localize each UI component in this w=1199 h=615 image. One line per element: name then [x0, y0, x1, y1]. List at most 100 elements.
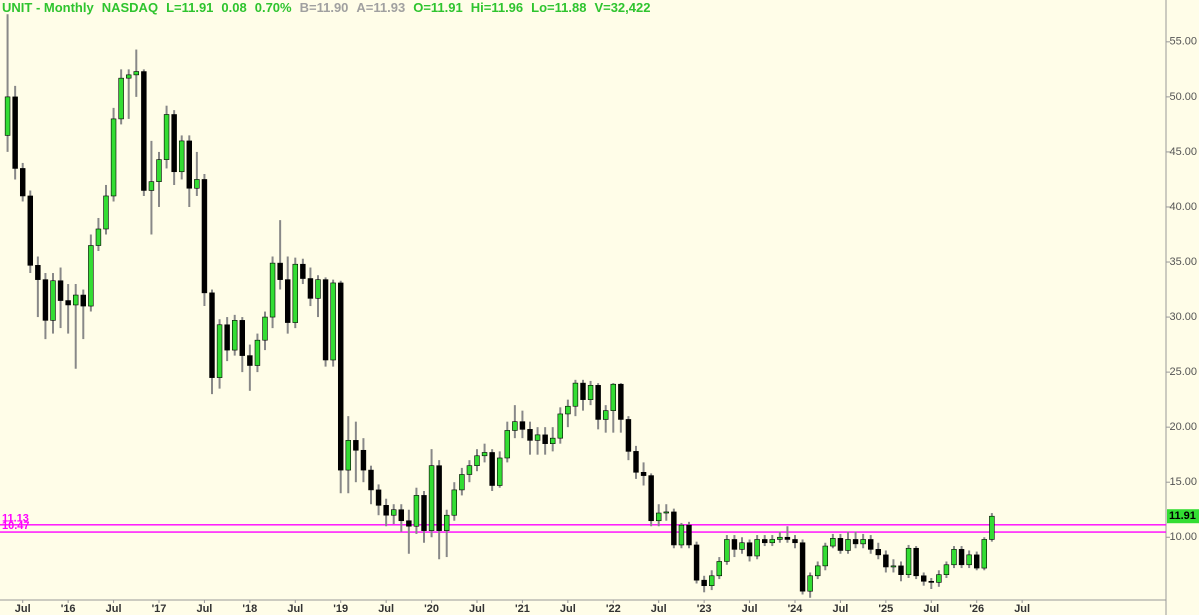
candle-body — [618, 383, 624, 420]
candle-body — [262, 316, 268, 341]
candle-body — [239, 320, 246, 356]
candle-body — [951, 549, 957, 566]
candle-body — [754, 539, 760, 557]
candle-body — [542, 434, 548, 444]
candle-body — [943, 564, 950, 575]
candle-body — [512, 421, 518, 431]
candle-body — [830, 538, 836, 547]
candle-body — [247, 355, 253, 366]
y-tick-label: 55.00 — [1169, 36, 1197, 48]
x-tick-label: '16 — [61, 603, 76, 615]
candle-body — [118, 77, 124, 120]
candle-body — [701, 579, 707, 586]
x-tick-label: Jul — [287, 603, 303, 615]
candle-body — [973, 554, 980, 569]
candle-body — [194, 179, 200, 189]
candle-body — [375, 489, 382, 506]
y-tick-label: 10.00 — [1169, 531, 1197, 543]
header-item: L=11.91 — [166, 0, 214, 15]
candle-body — [678, 524, 685, 546]
candle-body — [141, 71, 147, 191]
x-tick-label: '19 — [333, 603, 348, 615]
candle-body — [35, 265, 41, 280]
candle-body — [292, 263, 299, 323]
x-tick-label: Jul — [196, 603, 212, 615]
candle-body — [633, 451, 639, 473]
header-item: A=11.93 — [356, 0, 406, 15]
x-tick-label: '22 — [606, 603, 621, 615]
x-tick-label: '24 — [788, 603, 804, 615]
candle-body — [777, 536, 783, 540]
header-item: Hi=11.96 — [470, 0, 524, 15]
candle-body — [42, 279, 49, 321]
candle-body — [549, 437, 556, 444]
candle-body — [504, 430, 511, 459]
reference-label: 10.47 — [2, 520, 30, 532]
candle-body — [224, 324, 230, 351]
candle-body — [587, 385, 594, 400]
candle-body — [686, 524, 692, 546]
x-tick-label: '25 — [878, 603, 893, 615]
candle-body — [19, 168, 26, 197]
header-item: 0.08 — [221, 0, 247, 15]
x-tick-label: '21 — [515, 603, 530, 615]
candle-body — [928, 580, 935, 583]
candle-body — [693, 544, 700, 581]
candle-body — [171, 114, 177, 173]
candle-body — [822, 545, 829, 567]
candle-body — [534, 434, 541, 441]
candle-body — [519, 421, 526, 430]
candle-body — [913, 547, 919, 577]
candle-body — [390, 509, 397, 516]
x-tick-label: Jul — [469, 603, 485, 615]
x-tick-label: Jul — [560, 603, 576, 615]
x-tick-label: Jul — [1014, 603, 1030, 615]
x-tick-label: Jul — [923, 603, 939, 615]
candle-body — [406, 520, 412, 527]
candle-body — [27, 195, 34, 266]
x-tick-label: Jul — [742, 603, 758, 615]
candle-body — [489, 452, 495, 486]
candle-body — [784, 536, 791, 540]
x-tick-label: '26 — [969, 603, 984, 615]
header-item: UNIT - Monthly — [2, 0, 94, 15]
candle-body — [898, 565, 904, 575]
candle-body — [277, 262, 283, 280]
candle-body — [110, 118, 117, 197]
candle-body — [428, 465, 435, 531]
candle-body — [307, 278, 314, 299]
candle-body — [216, 324, 223, 378]
candle-body — [156, 159, 162, 182]
candle-body — [163, 114, 170, 160]
header-item: NASDAQ — [101, 0, 159, 15]
candle-body — [989, 515, 995, 540]
candle-body — [769, 539, 776, 544]
candle-body — [368, 469, 374, 491]
candle-body — [883, 554, 889, 568]
y-tick-label: 25.00 — [1169, 366, 1197, 378]
candle-body — [284, 279, 291, 323]
candle-body — [72, 294, 79, 306]
x-tick-label: '17 — [152, 603, 167, 615]
header-item: O=11.91 — [413, 0, 463, 15]
candle-body — [814, 565, 821, 577]
candle-body — [466, 465, 473, 475]
header-item: V=32,422 — [594, 0, 651, 15]
candle-body — [860, 539, 866, 545]
last-price-label: 11.91 — [1169, 510, 1196, 522]
candle-body — [936, 574, 942, 583]
candle-body — [209, 292, 215, 378]
candle-body — [451, 489, 458, 516]
candle-body — [716, 561, 723, 577]
candle-body — [383, 505, 389, 516]
candle-body — [739, 542, 745, 550]
candle-body — [648, 475, 654, 522]
candle-body — [80, 294, 87, 307]
candle-body — [837, 538, 844, 551]
x-tick-label: Jul — [378, 603, 394, 615]
candle-body — [65, 300, 71, 306]
candle-body — [981, 539, 988, 569]
candle-body — [799, 542, 806, 592]
candle-body — [398, 509, 405, 522]
